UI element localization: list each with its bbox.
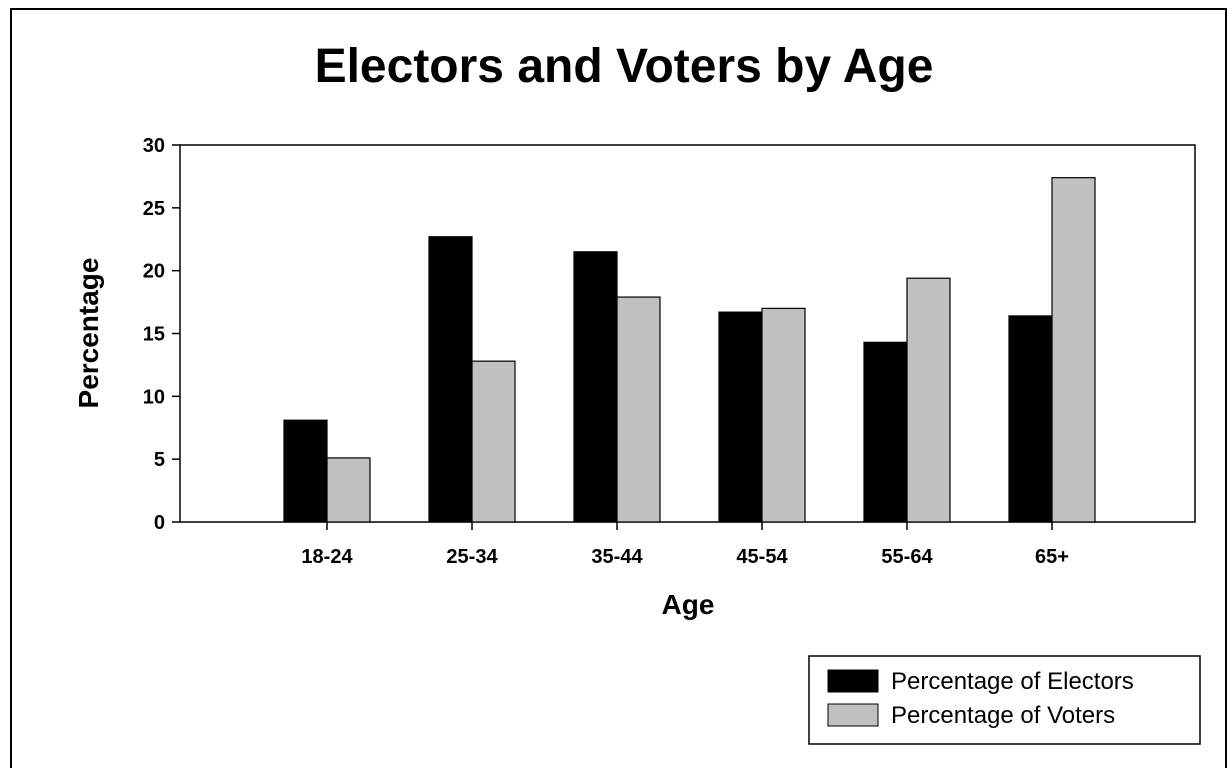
- bar-electors-45-54: [718, 311, 763, 523]
- y-axis: 0 5 10 15 20 25 30: [143, 135, 180, 534]
- y-axis-title: Percentage: [73, 258, 104, 409]
- x-tick-label: 25-34: [446, 546, 498, 568]
- bar-electors-25-34: [428, 236, 473, 523]
- y-tick-label: 15: [143, 324, 165, 346]
- y-tick-label: 5: [154, 449, 165, 471]
- x-axis: 18-24 25-34 35-44 45-54 55-64 65+: [301, 522, 1069, 568]
- bar-electors-65+: [1008, 315, 1053, 523]
- y-tick-label: 30: [143, 135, 165, 157]
- bar-voters-18-24: [326, 457, 371, 523]
- x-axis-title: Age: [662, 589, 715, 620]
- legend-label-voters: Percentage of Voters: [891, 702, 1115, 729]
- bar-voters-45-54: [761, 307, 806, 523]
- y-tick-label: 10: [143, 386, 165, 408]
- y-tick-label: 25: [143, 198, 165, 220]
- legend: Percentage of Electors Percentage of Vot…: [808, 655, 1201, 745]
- x-tick-label: 35-44: [591, 546, 643, 568]
- x-tick-label: 65+: [1035, 546, 1069, 568]
- bars-group: [283, 177, 1096, 523]
- bar-electors-35-44: [573, 251, 618, 523]
- bar-voters-35-44: [616, 296, 661, 523]
- legend-swatch-electors: [827, 669, 879, 693]
- chart-title: Electors and Voters by Age: [315, 40, 934, 93]
- legend-swatch-voters: [827, 703, 879, 727]
- bar-voters-65+: [1051, 177, 1096, 523]
- x-tick-label: 18-24: [301, 546, 353, 568]
- x-tick-label: 45-54: [736, 546, 788, 568]
- chart-frame: [10, 8, 1227, 768]
- bar-electors-55-64: [863, 341, 908, 523]
- y-tick-label: 0: [154, 512, 165, 534]
- bar-voters-55-64: [906, 277, 951, 523]
- bar-electors-18-24: [283, 419, 328, 523]
- y-tick-label: 20: [143, 261, 165, 283]
- bar-voters-25-34: [471, 360, 516, 523]
- x-tick-label: 55-64: [881, 546, 933, 568]
- legend-label-electors: Percentage of Electors: [891, 668, 1134, 695]
